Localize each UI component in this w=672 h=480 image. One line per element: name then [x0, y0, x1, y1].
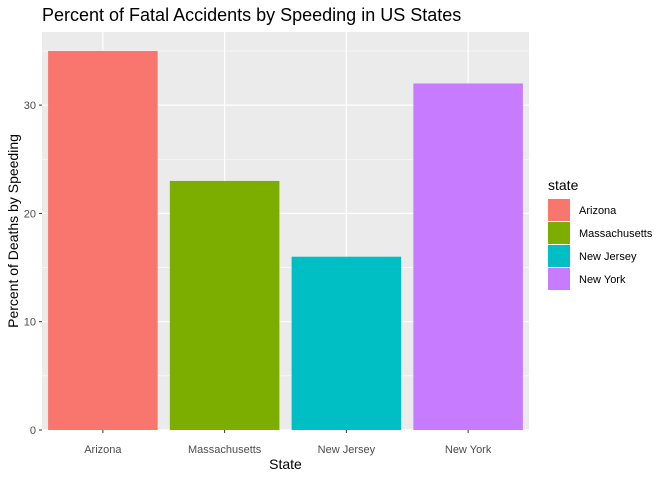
y-tick-label: 10 [24, 317, 36, 329]
legend-items: Arizona Massachusetts New Jersey New York [548, 199, 653, 290]
y-tick-label: 30 [24, 100, 36, 112]
x-tick-label: Massachusetts [188, 444, 262, 456]
legend-label: New Jersey [579, 251, 637, 263]
x-tick-label: New Jersey [318, 444, 376, 456]
bar-arizona [48, 50, 158, 430]
x-axis-title: State [269, 456, 302, 472]
bar-massachusetts [169, 180, 280, 430]
bar-new-jersey [291, 256, 402, 430]
legend: state Arizona Massachusetts New Jersey New … [548, 177, 653, 290]
x-tick-label: Arizona [84, 444, 122, 456]
legend-label: New York [579, 274, 626, 286]
x-tick-label: New York [445, 444, 492, 456]
chart-title: Percent of Fatal Accidents by Speeding i… [42, 5, 461, 25]
bar-new-york [413, 83, 523, 431]
bars [48, 50, 523, 431]
y-tick-label: 0 [30, 425, 36, 437]
y-axis-title: Percent of Deaths by Speeding [5, 134, 21, 328]
legend-swatch [548, 245, 570, 267]
y-tick-label: 20 [24, 208, 36, 220]
x-axis: Arizona Massachusetts New Jersey New York [84, 430, 492, 456]
legend-label: Massachusetts [579, 228, 653, 240]
legend-swatch [548, 199, 570, 221]
legend-swatch [548, 222, 570, 244]
legend-swatch [548, 268, 570, 290]
y-axis: 0 10 20 30 [24, 100, 42, 437]
legend-title: state [548, 177, 579, 193]
legend-label: Arizona [579, 205, 617, 217]
